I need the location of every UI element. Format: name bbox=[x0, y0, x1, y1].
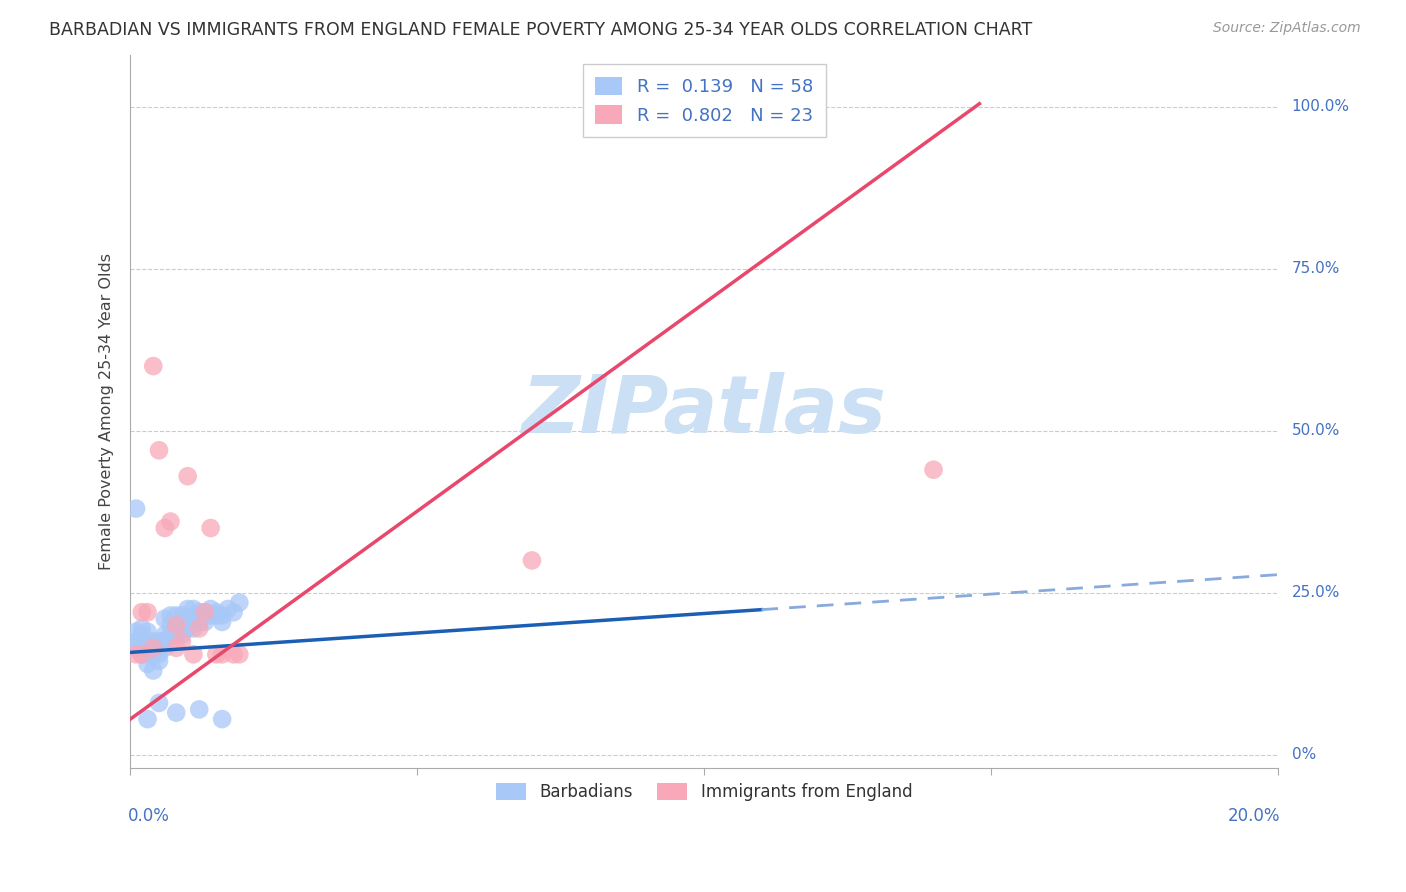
Point bbox=[125, 648, 148, 662]
Point bbox=[148, 634, 170, 648]
Point bbox=[177, 602, 200, 616]
Point bbox=[194, 605, 217, 619]
Point bbox=[131, 648, 153, 662]
Point bbox=[183, 602, 205, 616]
Text: Source: ZipAtlas.com: Source: ZipAtlas.com bbox=[1213, 21, 1361, 36]
Point bbox=[200, 608, 222, 623]
Text: 25.0%: 25.0% bbox=[1292, 585, 1340, 600]
Point bbox=[177, 622, 200, 636]
Point bbox=[165, 618, 187, 632]
Point bbox=[125, 501, 148, 516]
Point bbox=[131, 648, 153, 662]
Point bbox=[125, 640, 148, 655]
Point bbox=[153, 634, 176, 648]
Point bbox=[922, 463, 945, 477]
Point bbox=[222, 648, 245, 662]
Point bbox=[188, 702, 211, 716]
Point bbox=[165, 608, 187, 623]
Point bbox=[211, 615, 233, 629]
Point bbox=[188, 615, 211, 629]
Point bbox=[170, 622, 193, 636]
Point bbox=[211, 608, 233, 623]
Point bbox=[136, 624, 159, 639]
Point bbox=[165, 706, 187, 720]
Point bbox=[142, 359, 165, 373]
Point bbox=[183, 612, 205, 626]
Point bbox=[142, 648, 165, 662]
Point bbox=[125, 624, 148, 639]
Point bbox=[148, 443, 170, 458]
Point bbox=[136, 605, 159, 619]
Point bbox=[142, 664, 165, 678]
Point bbox=[131, 628, 153, 642]
Point bbox=[153, 521, 176, 535]
Point bbox=[170, 628, 193, 642]
Point bbox=[170, 634, 193, 648]
Legend: Barbadians, Immigrants from England: Barbadians, Immigrants from England bbox=[488, 774, 921, 809]
Point bbox=[136, 640, 159, 655]
Point bbox=[136, 712, 159, 726]
Point bbox=[217, 602, 239, 616]
Text: ZIPatlas: ZIPatlas bbox=[522, 373, 887, 450]
Text: BARBADIAN VS IMMIGRANTS FROM ENGLAND FEMALE POVERTY AMONG 25-34 YEAR OLDS CORREL: BARBADIAN VS IMMIGRANTS FROM ENGLAND FEM… bbox=[49, 21, 1032, 39]
Point bbox=[159, 618, 181, 632]
Point bbox=[200, 521, 222, 535]
Point bbox=[148, 648, 170, 662]
Text: 0.0%: 0.0% bbox=[128, 807, 170, 825]
Point bbox=[177, 612, 200, 626]
Point bbox=[194, 615, 217, 629]
Point bbox=[211, 648, 233, 662]
Point bbox=[205, 605, 228, 619]
Point bbox=[142, 634, 165, 648]
Point bbox=[188, 622, 211, 636]
Point bbox=[153, 628, 176, 642]
Point bbox=[222, 605, 245, 619]
Point bbox=[183, 648, 205, 662]
Point bbox=[520, 553, 543, 567]
Point bbox=[205, 608, 228, 623]
Point bbox=[200, 602, 222, 616]
Point bbox=[148, 640, 170, 655]
Text: 0%: 0% bbox=[1292, 747, 1316, 763]
Point bbox=[136, 634, 159, 648]
Point bbox=[165, 622, 187, 636]
Point bbox=[131, 605, 153, 619]
Text: 50.0%: 50.0% bbox=[1292, 424, 1340, 438]
Point bbox=[165, 640, 187, 655]
Text: 20.0%: 20.0% bbox=[1227, 807, 1279, 825]
Point bbox=[153, 640, 176, 655]
Point bbox=[131, 638, 153, 652]
Point bbox=[205, 648, 228, 662]
Point bbox=[177, 469, 200, 483]
Point bbox=[188, 605, 211, 619]
Point bbox=[228, 595, 250, 609]
Point bbox=[183, 622, 205, 636]
Point bbox=[228, 648, 250, 662]
Point bbox=[194, 605, 217, 619]
Point bbox=[142, 640, 165, 655]
Text: 75.0%: 75.0% bbox=[1292, 261, 1340, 277]
Y-axis label: Female Poverty Among 25-34 Year Olds: Female Poverty Among 25-34 Year Olds bbox=[100, 253, 114, 570]
Point bbox=[125, 634, 148, 648]
Point bbox=[159, 628, 181, 642]
Point bbox=[148, 696, 170, 710]
Point bbox=[211, 712, 233, 726]
Point bbox=[131, 622, 153, 636]
Point bbox=[136, 657, 159, 671]
Point bbox=[136, 648, 159, 662]
Point bbox=[153, 612, 176, 626]
Point bbox=[142, 640, 165, 655]
Point bbox=[165, 628, 187, 642]
Text: 100.0%: 100.0% bbox=[1292, 100, 1350, 114]
Point bbox=[170, 608, 193, 623]
Point bbox=[159, 515, 181, 529]
Point bbox=[159, 608, 181, 623]
Point bbox=[148, 654, 170, 668]
